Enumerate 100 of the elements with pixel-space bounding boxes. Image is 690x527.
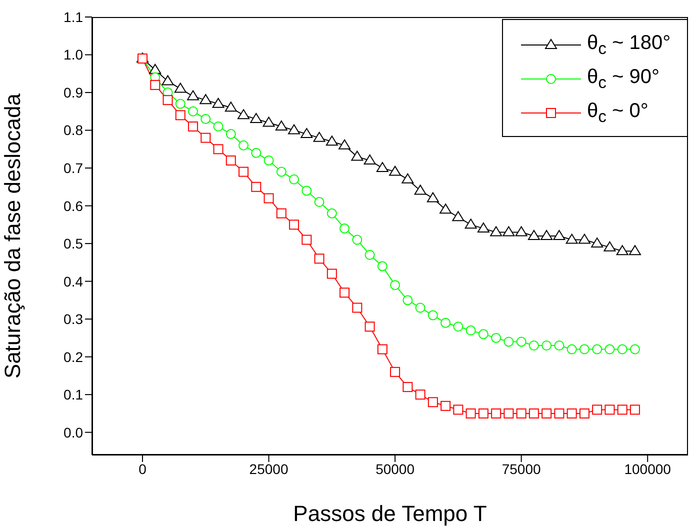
point xyxy=(477,222,490,232)
point xyxy=(554,408,564,418)
point xyxy=(162,75,174,86)
point xyxy=(516,336,526,347)
point xyxy=(289,174,300,184)
point xyxy=(528,230,540,240)
point xyxy=(200,132,211,143)
y-tick-label: 0.4 xyxy=(64,273,84,290)
point xyxy=(376,162,388,172)
point xyxy=(566,344,577,354)
point xyxy=(617,404,628,415)
point xyxy=(188,122,198,132)
point xyxy=(187,90,200,100)
point xyxy=(491,332,502,343)
point xyxy=(226,155,236,166)
point xyxy=(224,102,237,112)
point xyxy=(251,148,262,158)
point xyxy=(504,336,514,347)
point xyxy=(352,302,362,313)
point xyxy=(302,234,312,245)
y-tick-label: 0.7 xyxy=(64,160,84,176)
point xyxy=(414,184,426,195)
point xyxy=(415,390,426,400)
point xyxy=(490,226,502,236)
point xyxy=(340,223,350,234)
point xyxy=(616,245,628,256)
point xyxy=(352,234,362,245)
x-tick-label: 25000 xyxy=(249,460,288,477)
point xyxy=(175,98,186,109)
x-tick-label: 0 xyxy=(138,460,147,477)
point xyxy=(402,295,413,306)
legend-label: θ$_{c}$ ~ 0° xyxy=(587,100,648,126)
x-tick-label: 100000 xyxy=(624,460,672,477)
point xyxy=(502,226,515,236)
point xyxy=(578,234,590,244)
point xyxy=(300,128,313,138)
point xyxy=(491,408,502,418)
point xyxy=(630,344,640,354)
point xyxy=(440,318,451,328)
point xyxy=(466,325,476,336)
x-tick-label: 50000 xyxy=(376,460,415,477)
point xyxy=(540,230,553,240)
point xyxy=(579,344,590,354)
point xyxy=(604,404,615,415)
point xyxy=(464,218,477,229)
point xyxy=(554,340,564,350)
y-tick-label: 0.8 xyxy=(64,122,84,138)
point xyxy=(200,114,211,124)
point xyxy=(453,322,464,332)
point xyxy=(377,261,388,272)
point xyxy=(238,166,249,177)
point xyxy=(364,154,376,164)
point xyxy=(340,288,350,298)
point xyxy=(604,241,616,252)
point xyxy=(275,120,288,130)
point xyxy=(276,166,286,177)
point xyxy=(213,144,224,154)
point xyxy=(150,80,160,90)
point xyxy=(351,150,364,161)
y-tick-label: 0.3 xyxy=(64,311,84,328)
point xyxy=(326,136,338,146)
point xyxy=(478,408,488,418)
y-tick-label: 0.6 xyxy=(64,198,84,214)
y-tick-label: 0.1 xyxy=(64,386,84,403)
point xyxy=(262,116,275,127)
y-tick-label: 1.0 xyxy=(64,46,84,63)
point xyxy=(440,400,451,411)
point xyxy=(251,182,262,192)
point xyxy=(389,166,402,176)
point xyxy=(592,404,602,415)
point xyxy=(149,64,162,74)
point xyxy=(226,129,236,140)
point xyxy=(377,344,388,354)
point xyxy=(314,197,324,208)
point xyxy=(528,340,539,350)
point xyxy=(264,193,274,204)
point xyxy=(213,122,224,132)
y-tick-label: 1.1 xyxy=(64,8,84,25)
point xyxy=(566,234,578,244)
point xyxy=(162,95,173,106)
x-axis-title: Passos de Tempo T xyxy=(293,501,487,526)
point xyxy=(402,382,413,392)
point xyxy=(617,344,628,354)
y-tick-label: 0.2 xyxy=(64,348,84,365)
point xyxy=(188,106,198,116)
point xyxy=(390,280,400,290)
point xyxy=(566,408,577,418)
point xyxy=(364,322,375,332)
point xyxy=(528,408,539,418)
point xyxy=(326,268,337,279)
point xyxy=(288,124,300,134)
legend-label: θ$_{c}$ ~ 180° xyxy=(587,32,671,58)
point xyxy=(466,408,476,418)
point xyxy=(402,173,414,184)
y-tick-label: 0.0 xyxy=(64,424,84,440)
point xyxy=(428,397,438,408)
point xyxy=(630,404,640,415)
point xyxy=(515,226,528,236)
point xyxy=(504,408,514,418)
point xyxy=(326,208,337,218)
